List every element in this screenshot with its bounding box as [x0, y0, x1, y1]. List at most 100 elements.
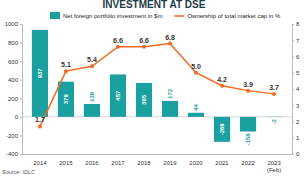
tick-mark	[292, 24, 294, 25]
tick: 2017	[111, 154, 125, 166]
tick: -200	[6, 133, 22, 139]
plot-marks	[32, 30, 282, 142]
tick-mark	[292, 138, 294, 139]
tick-mark	[20, 135, 22, 136]
tick-mark	[20, 80, 22, 81]
legend-label: Net foreign portfolio investment in $m	[63, 13, 162, 19]
tick-label: 2018	[137, 160, 151, 166]
tick-label: 3	[296, 103, 300, 109]
tick: 2014	[33, 154, 47, 166]
marker	[246, 89, 250, 93]
tick: 1	[292, 135, 300, 141]
source: Source: IDLC	[2, 169, 35, 175]
tick-mark	[292, 89, 294, 90]
marker	[116, 45, 120, 49]
tick-label: 800	[8, 40, 19, 46]
line-label: 6.6	[113, 37, 123, 44]
tick-label: 2017	[111, 160, 125, 166]
tick: 3	[292, 103, 300, 109]
tick: 0	[292, 151, 300, 157]
tick: 1000	[5, 21, 22, 27]
tick: 2016	[85, 154, 99, 166]
tick-label: 2016	[85, 160, 99, 166]
tick: 400	[8, 77, 22, 83]
bar	[162, 101, 178, 117]
line-label: 6.6	[139, 37, 149, 44]
bar-label: 139	[89, 91, 95, 102]
y2-axis: 0 1 2 3 4 5 6 7 8	[292, 21, 300, 157]
tick-mark	[292, 105, 294, 106]
bar-label: 379	[63, 94, 69, 105]
tick: 4	[292, 86, 300, 92]
tick-label: 7	[296, 38, 300, 44]
tick-label: 2022	[241, 160, 255, 166]
line-label: 1.7	[35, 116, 45, 123]
tick-label: -400	[6, 151, 19, 157]
tick: 2018	[137, 154, 151, 166]
tick: 2022	[241, 154, 255, 166]
bar	[58, 82, 74, 117]
tick-label: 4	[296, 86, 300, 92]
bar	[188, 113, 204, 117]
tick: 2020	[189, 154, 203, 166]
tick: 2021	[215, 154, 229, 166]
tick: 6	[292, 54, 300, 60]
tick-mark	[292, 122, 294, 123]
x-axis: 2014201520162017201820192020202120222023…	[23, 154, 293, 173]
y-axis: -400 -200 0 200 400 600 800 1000	[5, 21, 23, 157]
line-label: 3.9	[243, 81, 253, 88]
tick-label: 0	[296, 151, 300, 157]
tick: 2023(Feb)	[267, 154, 282, 173]
marker	[194, 71, 198, 75]
tick-label: 5	[296, 70, 300, 76]
tick-mark	[20, 61, 22, 62]
tick: 2015	[59, 154, 73, 166]
marker	[220, 84, 224, 88]
tick-label: 2020	[189, 160, 203, 166]
tick-label: 400	[8, 77, 19, 83]
bar	[266, 116, 282, 117]
title: INVESTMENT AT DSE	[103, 0, 206, 10]
tick: 600	[8, 59, 22, 65]
marker	[38, 124, 42, 128]
legend-label: Ownership of total market cap in %	[187, 13, 281, 19]
tick-label: 1000	[5, 21, 19, 27]
tick-mark	[20, 24, 22, 25]
line-label: 3.7	[269, 84, 279, 91]
tick-mark	[20, 117, 22, 118]
bar	[32, 30, 48, 117]
tick: 200	[8, 96, 22, 102]
legend: Net foreign portfolio investment in $m Ow…	[50, 12, 281, 19]
tick: -400	[6, 151, 22, 157]
axis-line	[23, 154, 293, 155]
tick-label: 2	[296, 119, 300, 125]
legend-swatch	[50, 12, 60, 19]
tick-label: 2021	[215, 160, 229, 166]
line-label: 5.0	[191, 63, 201, 70]
tick-label: 200	[8, 96, 19, 102]
tick-label: 2014	[33, 160, 47, 166]
data-labels: 93737913945736517244-269-158-21.75.15.46…	[35, 34, 279, 146]
tick-label: 8	[296, 21, 300, 27]
tick: 7	[292, 38, 300, 44]
legend-swatch	[174, 15, 184, 17]
axis-line	[20, 25, 23, 155]
bar	[240, 117, 256, 132]
tick-label: 600	[8, 59, 19, 65]
line-label: 5.1	[61, 61, 71, 68]
bar	[110, 74, 126, 116]
bar-label: -269	[219, 123, 225, 136]
tick-label: 6	[296, 54, 300, 60]
tick-label: 0	[15, 114, 19, 120]
tick-label: 2015	[59, 160, 73, 166]
line-label: 4.2	[217, 76, 227, 83]
bar	[214, 117, 230, 142]
tick: 8	[292, 21, 300, 27]
marker	[168, 42, 172, 46]
bar-label: -158	[245, 133, 251, 146]
marker	[142, 45, 146, 49]
line	[40, 44, 274, 127]
line-label: 6.8	[165, 34, 175, 41]
bar-label: 457	[115, 90, 121, 101]
bar	[84, 104, 100, 117]
